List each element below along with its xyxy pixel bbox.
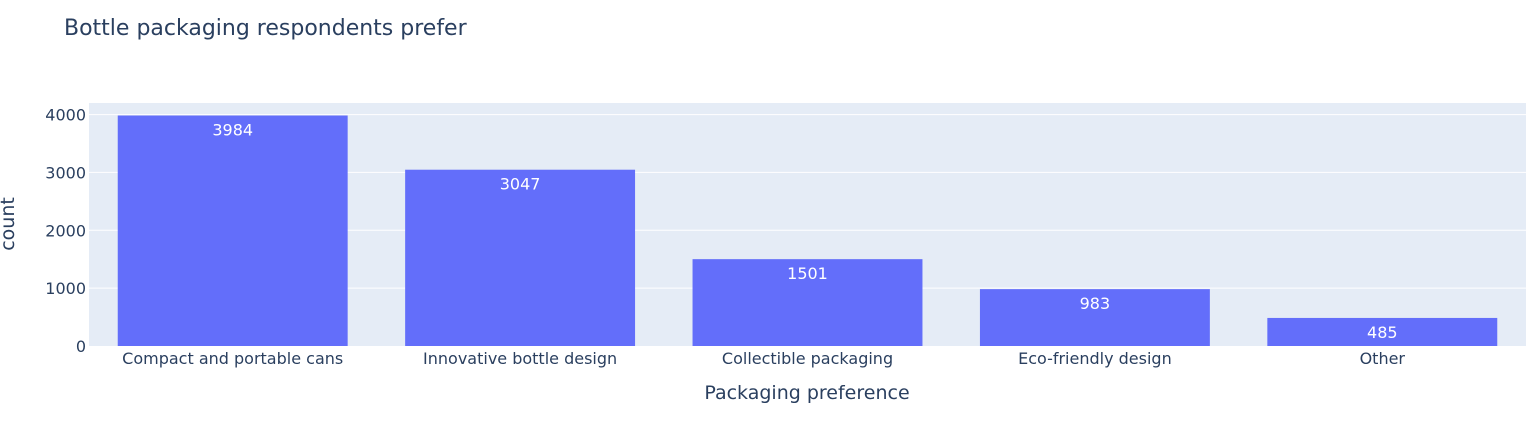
bar xyxy=(979,289,1210,346)
x-tick-label: Other xyxy=(1360,349,1406,368)
x-tick-label: Compact and portable cans xyxy=(122,349,343,368)
x-tick-label: Innovative bottle design xyxy=(423,349,617,368)
y-axis-title: count xyxy=(0,197,19,251)
bar-labels: 3984 3047 1501 983 485 xyxy=(212,120,1397,341)
y-tick-label: 2000 xyxy=(45,221,86,240)
bar xyxy=(692,259,923,346)
x-tick-label: Collectible packaging xyxy=(722,349,893,368)
bar xyxy=(117,115,348,346)
x-tick-label: Eco-friendly design xyxy=(1018,349,1172,368)
bars xyxy=(117,115,1498,346)
y-tick-label: 3000 xyxy=(45,163,86,182)
bar-value-label: 3984 xyxy=(212,120,253,139)
x-axis-ticks: Compact and portable cans Innovative bott… xyxy=(122,349,1405,368)
bar-value-label: 1501 xyxy=(787,264,828,283)
x-axis-title: Packaging preference xyxy=(704,382,909,404)
y-axis-ticks: 0 1000 2000 3000 4000 xyxy=(45,106,86,356)
bar xyxy=(405,169,636,346)
bar xyxy=(1267,317,1498,346)
y-tick-label: 4000 xyxy=(45,106,86,125)
bar-value-label: 485 xyxy=(1367,323,1398,342)
chart-title: Bottle packaging respondents prefer xyxy=(64,16,468,41)
bar-value-label: 983 xyxy=(1080,294,1111,313)
y-tick-label: 1000 xyxy=(45,279,86,298)
bar-value-label: 3047 xyxy=(500,175,541,194)
y-tick-label: 0 xyxy=(76,337,86,356)
